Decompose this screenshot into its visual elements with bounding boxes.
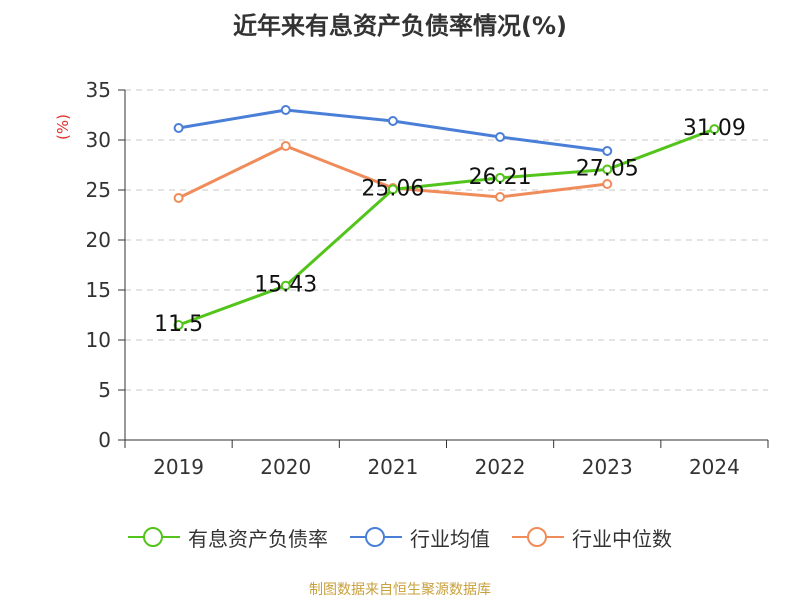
- series-line-1: [178, 127, 715, 327]
- x-tick-label: 2019: [153, 455, 204, 479]
- legend-item-2: 行业均值: [350, 523, 490, 552]
- data-point: [709, 124, 720, 135]
- x-tick-label: 2022: [475, 455, 526, 479]
- x-tick-label: 2024: [689, 455, 740, 479]
- data-point: [495, 192, 506, 202]
- data-label: 15.43: [254, 273, 317, 298]
- legend-item-1: 有息资产负债率: [128, 523, 328, 552]
- data-point: [387, 116, 398, 126]
- y-tick-label: 35: [86, 78, 111, 102]
- y-tick-label: 30: [86, 128, 111, 152]
- data-point: [280, 105, 291, 115]
- y-tick-label: 10: [86, 328, 111, 352]
- axes: 0 5 10 15 20 25 30 35 2019 2020 2021 2022 2023 2024 (%…: [54, 78, 769, 479]
- y-tick-label: 0: [98, 428, 111, 452]
- legend-label: 行业中位数: [572, 526, 672, 551]
- source-note: 制图数据来自恒生聚源数据库: [309, 582, 491, 598]
- legend-item-3: 行业中位数: [512, 523, 672, 552]
- data-point: [495, 172, 506, 183]
- data-point: [602, 164, 613, 175]
- data-label: 26.21: [469, 165, 532, 190]
- data-label: 11.5: [154, 312, 203, 337]
- legend-line-marker-icon: [512, 527, 564, 547]
- data-point: [173, 123, 184, 133]
- legend: 有息资产负债率 行业均值 行业中位数: [0, 519, 800, 555]
- data-label: 27.05: [576, 157, 639, 182]
- y-tick-label: 25: [86, 178, 111, 202]
- chart-title: 近年来有息资产负债率情况(%): [233, 12, 567, 40]
- y-tick-label: 15: [86, 278, 111, 302]
- x-tick-label: 2020: [260, 455, 311, 479]
- data-point: [387, 184, 398, 195]
- x-tick-label: 2021: [367, 455, 418, 479]
- legend-line-marker-icon: [128, 527, 180, 547]
- y-tick-label: 5: [98, 378, 111, 402]
- data-point: [602, 179, 613, 189]
- y-tick-label: 20: [86, 228, 111, 252]
- data-point: [280, 280, 291, 291]
- data-point: [280, 141, 291, 151]
- legend-line-marker-icon: [350, 527, 402, 547]
- data-label: 31.09: [683, 116, 746, 141]
- legend-label: 行业均值: [410, 526, 490, 551]
- data-point: [495, 132, 506, 142]
- data-label: 25.06: [361, 176, 424, 201]
- grid-lines: [125, 89, 768, 391]
- data-point: [173, 320, 184, 330]
- series-lines: [173, 105, 720, 330]
- y-axis-label: (%): [54, 114, 72, 140]
- legend-label: 有息资产负债率: [188, 526, 328, 551]
- data-labels: 11.5 15.43 25.06 26.21 27.05 31.09: [154, 116, 746, 337]
- data-point: [602, 146, 613, 156]
- data-point: [173, 193, 184, 203]
- x-tick-label: 2023: [582, 455, 633, 479]
